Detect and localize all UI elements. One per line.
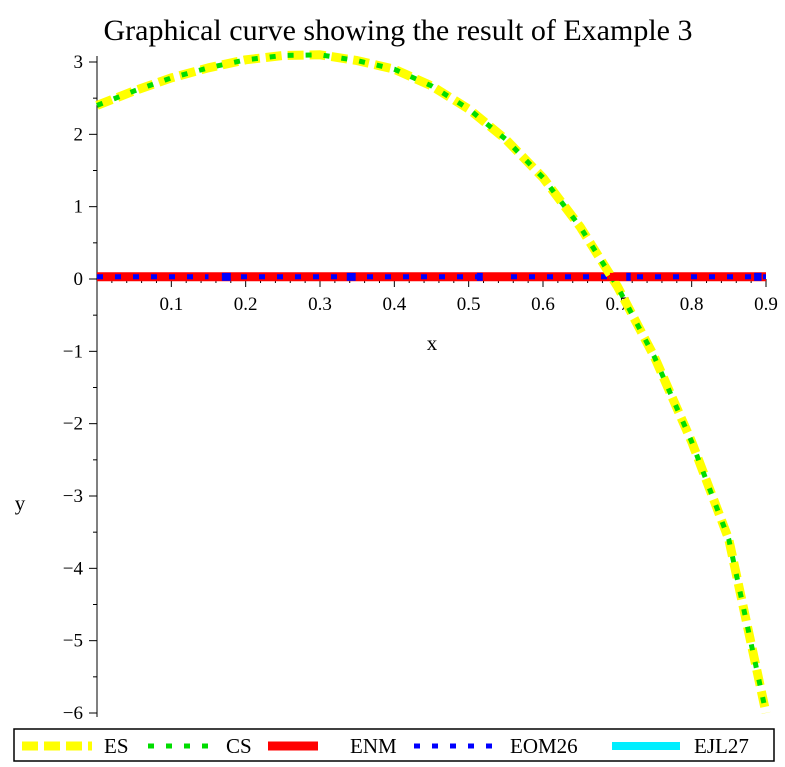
y-tick-label: −4 (63, 558, 84, 579)
series-line-cs (96, 52, 769, 714)
y-tick-label: −2 (63, 414, 83, 435)
y-tick-label: −5 (63, 631, 83, 652)
legend: ES CS ENM EOM26 EJL27 (13, 728, 775, 762)
x-axis-label: x (427, 331, 438, 355)
x-tick-label: 0.2 (234, 294, 258, 315)
legend-label-eom26: EOM26 (510, 734, 578, 758)
x-tick-label: 0.1 (159, 294, 183, 315)
y-tick-label: 1 (74, 197, 84, 218)
series-layer (95, 50, 771, 714)
x-tick-label: 0.4 (382, 294, 406, 315)
legend-label-es: ES (104, 734, 129, 758)
x-tick-label: 0.8 (680, 294, 704, 315)
y-tick-label: −3 (63, 486, 83, 507)
x-tick-label: 0.3 (308, 294, 332, 315)
x-tick-label: 0.5 (457, 294, 481, 315)
series-line-es (95, 50, 771, 714)
x-tick-label: 0.6 (531, 294, 555, 315)
legend-label-cs: CS (226, 734, 252, 758)
x-tick-label: 0.9 (754, 294, 778, 315)
legend-label-ejl27: EJL27 (694, 734, 749, 758)
legend-label-enm: ENM (350, 734, 397, 758)
y-tick-label: 2 (74, 124, 84, 145)
y-axis-label: y (15, 491, 26, 515)
chart-title: Graphical curve showing the result of Ex… (104, 14, 693, 47)
y-tick-label: 0 (74, 269, 84, 290)
y-tick-label: −1 (63, 341, 83, 362)
y-tick-label: 3 (74, 52, 84, 73)
y-tick-label: −6 (63, 703, 83, 724)
